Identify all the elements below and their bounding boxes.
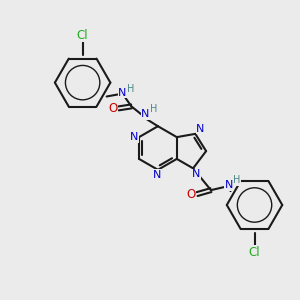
Text: N: N <box>225 180 233 190</box>
Text: H: H <box>127 84 134 94</box>
Text: N: N <box>130 132 138 142</box>
Text: O: O <box>108 102 117 115</box>
Text: H: H <box>149 104 157 114</box>
Text: N: N <box>153 170 161 180</box>
Text: Cl: Cl <box>249 246 260 259</box>
Text: Cl: Cl <box>77 28 88 42</box>
Text: H: H <box>233 175 240 185</box>
Text: N: N <box>118 88 127 98</box>
Text: N: N <box>192 169 200 179</box>
Text: N: N <box>141 109 149 119</box>
Text: N: N <box>196 124 205 134</box>
Text: O: O <box>187 188 196 201</box>
